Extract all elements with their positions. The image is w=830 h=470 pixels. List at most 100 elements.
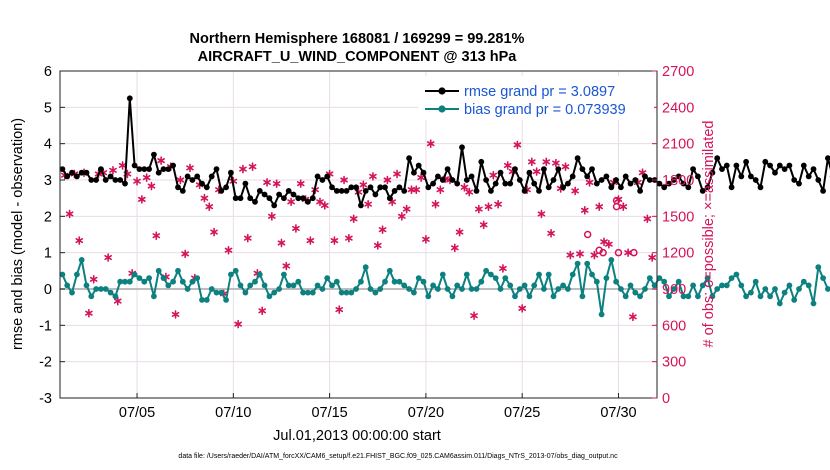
assimilated-obs-point [470, 311, 478, 320]
right-tick-label: 2400 [662, 100, 694, 116]
bias-point [632, 289, 639, 296]
star-stroke [205, 204, 214, 210]
bias-point [411, 289, 417, 296]
bias-point [319, 286, 326, 292]
bias-point [483, 267, 489, 274]
rmse-point [805, 173, 812, 180]
rmse-point [492, 180, 499, 187]
rmse-point [459, 144, 465, 151]
bias-point [709, 293, 716, 300]
bias-point [64, 282, 71, 289]
assimilated-obs-point [157, 156, 165, 165]
star-stroke [330, 238, 339, 244]
rmse-point [160, 166, 167, 173]
possible-obs-markers [583, 196, 638, 257]
bias-point [810, 300, 817, 307]
bias-point [122, 278, 128, 285]
bias-point [598, 311, 605, 318]
rmse-point [256, 188, 263, 194]
bias-point [401, 282, 408, 289]
bias-point [627, 282, 634, 289]
rmse-point [358, 202, 364, 209]
rmse-point [714, 155, 721, 162]
rmse-point [377, 184, 384, 191]
bias-point [218, 289, 225, 296]
rmse-point [704, 184, 711, 191]
rmse-point [290, 191, 297, 198]
x-tick-label: 07/25 [504, 405, 540, 421]
rmse-point [454, 180, 461, 187]
grid-lines [60, 70, 657, 399]
rmse-point [112, 177, 119, 183]
rmse-point [800, 162, 807, 169]
assimilated-obs-point [499, 264, 507, 273]
star-stroke [470, 313, 478, 319]
rmse-point [521, 188, 528, 194]
bias-point [305, 289, 311, 296]
rmse-point [194, 173, 201, 180]
bias-point [232, 267, 239, 274]
chart-title-line1: Northern Hemisphere 168081 / 169299 = 99… [190, 31, 525, 47]
bias-point [353, 286, 359, 292]
possible-obs-point [630, 248, 638, 257]
rmse-point [396, 184, 403, 191]
rmse-point [213, 166, 220, 173]
bias-point [800, 278, 807, 285]
star-stroke [292, 225, 300, 231]
x-axis-ticks: 07/05 07/10 07/15 07/20 07/25 07/30 [119, 393, 637, 421]
bias-point [430, 282, 436, 289]
rmse-point [536, 188, 542, 194]
bias-point [762, 286, 769, 292]
bias-point [343, 289, 350, 296]
rmse-point [483, 177, 489, 183]
assimilated-obs-point [340, 175, 348, 185]
rmse-point [252, 198, 258, 205]
rmse-point [584, 173, 591, 180]
bias-point [459, 286, 465, 292]
rmse-point [285, 188, 292, 194]
star-stroke [89, 276, 98, 282]
assimilated-obs-point [397, 212, 406, 221]
right-axis-ticks: 0 300 600 900 1200 1500 1800 2100 2400 2700 [652, 64, 694, 407]
star-stroke [455, 229, 464, 235]
bias-point [314, 282, 321, 289]
rmse-point [367, 184, 374, 191]
rmse-point [569, 173, 576, 180]
bias-point [295, 278, 302, 285]
rmse-point [151, 151, 157, 158]
rmse-point [810, 166, 817, 173]
star-stroke [268, 213, 276, 219]
rmse-point [117, 177, 124, 183]
x-tick-label: 07/15 [311, 405, 347, 421]
bias-point [179, 278, 186, 285]
rmse-point [382, 184, 388, 191]
legend-rmse-marker [438, 87, 446, 95]
rmse-point [276, 191, 282, 198]
star-stroke [85, 310, 93, 316]
left-tick-label: -2 [39, 355, 52, 371]
star-stroke [537, 211, 546, 217]
right-tick-label: 600 [662, 318, 686, 334]
rmse-point [314, 173, 321, 180]
rmse-point [415, 162, 422, 169]
star-stroke [306, 238, 315, 244]
star-stroke [417, 175, 425, 181]
star-stroke [499, 265, 507, 271]
star-stroke [383, 177, 392, 183]
bias-point [309, 289, 316, 296]
assimilated-obs-point [571, 186, 579, 196]
assimilated-obs-point [296, 179, 305, 188]
star-stroke [224, 247, 233, 253]
assimilated-obs-point [89, 275, 98, 284]
bias-point [805, 282, 812, 289]
bias-point [637, 293, 643, 300]
star-stroke [503, 162, 512, 169]
rmse-point [406, 155, 412, 162]
bias-point [463, 271, 470, 278]
bias-point [820, 275, 826, 281]
rmse-point [203, 184, 210, 191]
assimilated-obs-point [200, 193, 209, 203]
rmse-point [228, 169, 234, 176]
star-stroke [450, 245, 459, 251]
right-tick-label: 2100 [662, 137, 694, 153]
